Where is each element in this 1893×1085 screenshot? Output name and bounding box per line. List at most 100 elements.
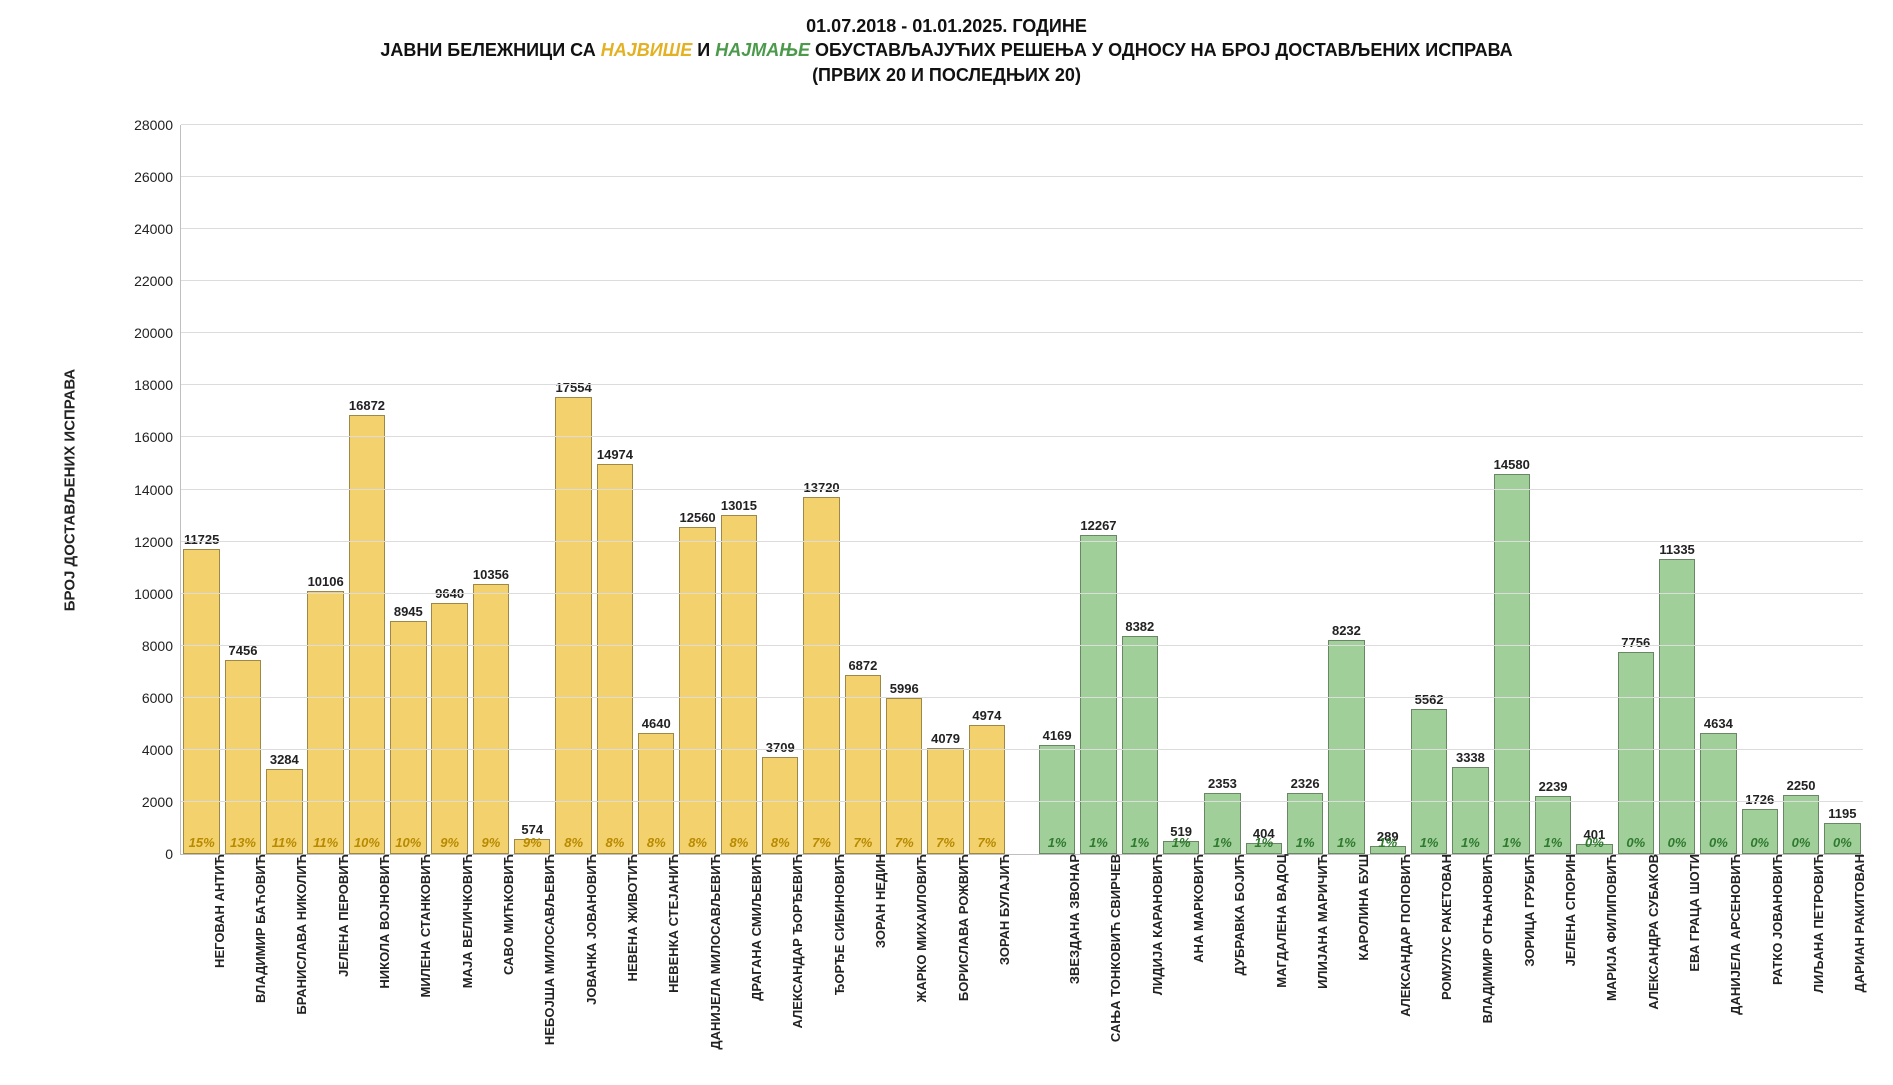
- bar: 145801%: [1494, 474, 1530, 854]
- bar-slot: 137207%ЂОРЂЕ СИБИНОВИЋ: [801, 125, 842, 854]
- bar-value-label: 13015: [721, 498, 757, 513]
- bar: 83821%: [1122, 636, 1158, 854]
- y-tick-label: 6000: [142, 690, 181, 706]
- bar-value-label: 8382: [1125, 619, 1154, 634]
- bar: 37098%: [762, 757, 798, 854]
- x-category-label: ДРАГАНА СМИЉЕВИЋ: [739, 854, 764, 1001]
- bar-pct-label: 9%: [523, 835, 542, 850]
- title-line-2-post: ОБУСТАВЉАЈУЋИХ РЕШЕЊА У ОДНОСУ НА БРОЈ Д…: [810, 40, 1513, 60]
- bar-pct-label: 11%: [313, 835, 338, 850]
- bar: 22500%: [1783, 795, 1819, 854]
- x-category-label: МАГДАЛЕНА ВАДОЦ: [1264, 854, 1289, 988]
- bar: 125608%: [679, 527, 715, 854]
- bar-pct-label: 0%: [1585, 835, 1604, 850]
- x-category-label: ИЛИЈАНА МАРИЧИЋ: [1305, 854, 1330, 989]
- x-category-label: ЈЕЛЕНА СПОРИН: [1553, 854, 1578, 966]
- y-tick-label: 4000: [142, 742, 181, 758]
- x-category-label: ВЛАДИМИР ОГЊАНОВИЋ: [1470, 854, 1495, 1023]
- bar: 68727%: [845, 675, 881, 854]
- bar: 11950%: [1824, 823, 1860, 854]
- bar-pct-label: 0%: [1833, 835, 1852, 850]
- grid-line: [181, 801, 1863, 802]
- x-category-label: ВЛАДИМИР БАЋОВИЋ: [243, 854, 268, 1003]
- bar-slot: 33381%ВЛАДИМИР ОГЊАНОВИЋ: [1450, 125, 1491, 854]
- bar-slot: 1010611%ЈЕЛЕНА ПЕРОВИЋ: [305, 125, 346, 854]
- bar-pct-label: 0%: [1792, 835, 1811, 850]
- bar-value-label: 1726: [1745, 792, 1774, 807]
- bar-slot: 1687210%НИКОЛА ВОЈНОВИЋ: [346, 125, 387, 854]
- bar: 2891%: [1370, 846, 1406, 854]
- bar: 4010%: [1576, 844, 1612, 854]
- grid-line: [181, 124, 1863, 125]
- bar-slot: 37098%АЛЕКСАНДАР ЂОРЂЕВИЋ: [760, 125, 801, 854]
- bar-value-label: 10106: [308, 574, 344, 589]
- y-axis-title: БРОЈ ДОСТАВЉЕНИХ ИСПРАВА: [62, 369, 79, 612]
- x-category-label: ДАРИАН РАКИТОВАН: [1842, 854, 1867, 993]
- grid-line: [181, 749, 1863, 750]
- grid-line: [181, 697, 1863, 698]
- x-category-label: МАРИЈА ФИЛИПОВИЋ: [1594, 854, 1619, 1001]
- y-tick-label: 14000: [134, 482, 181, 498]
- plot: БРОЈ ДОСТАВЉЕНИХ ИСПРАВА 1172515%НЕГОВАН…: [122, 125, 1863, 855]
- bar-pct-label: 1%: [1172, 835, 1191, 850]
- chart-area: БРОЈ ДОСТАВЉЕНИХ ИСПРАВА 1172515%НЕГОВАН…: [90, 125, 1863, 855]
- x-category-label: САЊА ТОНКОВИЋ СВИРЧЕВ: [1098, 854, 1123, 1042]
- x-category-label: БОРИСЛАВА РОЖВИЋ: [946, 854, 971, 1001]
- title-line-2-mid: И: [692, 40, 715, 60]
- bar-slot: 68727%ЗОРАН НЕДИН: [842, 125, 883, 854]
- x-category-label: НЕВЕНА ЖИВОТИЋ: [615, 854, 640, 981]
- chart-title-block: 01.07.2018 - 01.01.2025. ГОДИНЕ ЈАВНИ БЕ…: [20, 14, 1873, 87]
- bar-slot: 122671%САЊА ТОНКОВИЋ СВИРЧЕВ: [1078, 125, 1119, 854]
- bar-slot: 49747%ЗОРАН БУЛАЈИЋ: [966, 125, 1007, 854]
- x-category-label: КАРОЛИНА БУШ: [1346, 854, 1371, 961]
- grid-line: [181, 541, 1863, 542]
- bar-slot: 745613%ВЛАДИМИР БАЋОВИЋ: [222, 125, 263, 854]
- bar: 130158%: [721, 515, 757, 854]
- y-tick-label: 0: [165, 846, 181, 862]
- grid-line: [181, 489, 1863, 490]
- bar-slot: 149748%НЕВЕНА ЖИВОТИЋ: [594, 125, 635, 854]
- bar-value-label: 1195: [1828, 806, 1856, 821]
- bar-pct-label: 8%: [564, 835, 583, 850]
- bar-value-label: 3338: [1456, 750, 1485, 765]
- bar: 41691%: [1039, 745, 1075, 854]
- bar-slot: 4010%МАРИЈА ФИЛИПОВИЋ: [1574, 125, 1615, 854]
- bar-value-label: 14974: [597, 447, 633, 462]
- bar-pct-label: 7%: [895, 835, 914, 850]
- x-category-label: АЛЕКСАНДРА СУБАКОВ: [1636, 854, 1661, 1010]
- bar-slot: 5191%АНА МАРКОВИЋ: [1160, 125, 1201, 854]
- x-category-label: ЛИЉАНА ПЕТРОВИЋ: [1801, 854, 1826, 993]
- bar-pct-label: 1%: [1048, 835, 1067, 850]
- bar-pct-label: 0%: [1626, 835, 1645, 850]
- x-category-label: НЕВЕНКА СТЕЈАНИЋ: [656, 854, 681, 993]
- bar-pct-label: 1%: [1337, 835, 1356, 850]
- bar-slot: 113350%ЕВА ГРАЦА ШОТИ: [1656, 125, 1697, 854]
- bar-value-label: 11335: [1659, 542, 1694, 557]
- y-tick-label: 24000: [134, 221, 181, 237]
- bar-value-label: 2353: [1208, 776, 1237, 791]
- bar-value-label: 17554: [556, 380, 592, 395]
- bar-pct-label: 9%: [482, 835, 501, 850]
- bar: 1687210%: [349, 415, 385, 854]
- x-category-label: ЗОРИЦА ГРУБИЋ: [1512, 854, 1537, 967]
- bar-pct-label: 1%: [1089, 835, 1108, 850]
- bar-pct-label: 8%: [647, 835, 666, 850]
- y-tick-label: 2000: [142, 794, 181, 810]
- bar-slot: 23531%ДУБРАВКА БОЈИЋ: [1202, 125, 1243, 854]
- x-category-label: НИКОЛА ВОЈНОВИЋ: [367, 854, 392, 989]
- x-category-label: ЗВЕЗДАНА ЗВОНАР: [1057, 854, 1082, 984]
- bar-slot: 82321%КАРОЛИНА БУШ: [1326, 125, 1367, 854]
- bar-pct-label: 10%: [395, 835, 421, 850]
- title-highlight-bottom: НАЈМАЊЕ: [715, 40, 810, 60]
- bar-slot: 130158%ДРАГАНА СМИЉЕВИЋ: [718, 125, 759, 854]
- x-category-label: ДАНИЈЕЛА МИЛОСАВЉЕВИЋ: [698, 854, 723, 1050]
- bar-value-label: 4974: [972, 708, 1001, 723]
- bar-value-label: 7756: [1621, 635, 1650, 650]
- bar-slot: 103569%САВО МИЋКОВИЋ: [470, 125, 511, 854]
- bars-container: 1172515%НЕГОВАН АНТИЋ745613%ВЛАДИМИР БАЋ…: [181, 125, 1863, 854]
- x-category-label: ЛИДИЈА КАРАНОВИЋ: [1140, 854, 1165, 995]
- bar: 1172515%: [183, 549, 219, 854]
- bar-slot: 5749%НЕБОЈША МИЛОСАВЉЕВИЋ: [512, 125, 553, 854]
- bar-slot: 175548%ЈОВАНКА ЈОВАНОВИЋ: [553, 125, 594, 854]
- bar-value-label: 5562: [1415, 692, 1444, 707]
